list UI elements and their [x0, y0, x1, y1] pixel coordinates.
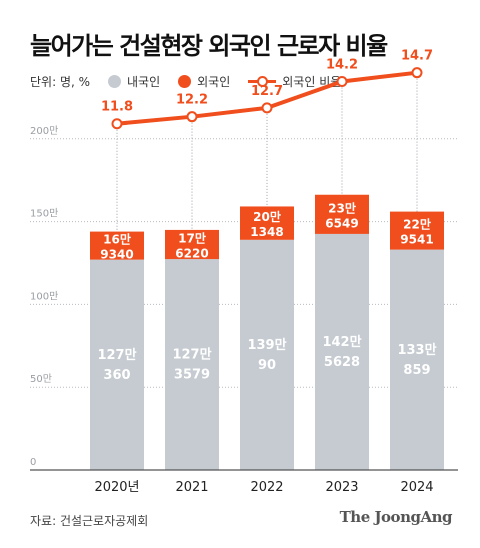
ratio-label: 12.2 [176, 93, 208, 108]
bar-label-domestic: 859 [403, 363, 430, 378]
bar-domestic [315, 233, 369, 470]
x-tick-label: 2024 [400, 480, 433, 495]
ratio-point [186, 111, 198, 123]
bar-label-domestic: 133만 [397, 342, 436, 358]
bar-label-foreign: 6220 [175, 247, 208, 261]
legend-item-foreign: 외국인 [178, 73, 230, 90]
ratio-point [261, 102, 273, 114]
x-tick-label: 2022 [250, 480, 283, 495]
legend-foreign-label: 외국인 [197, 74, 231, 89]
ratio-point [411, 67, 423, 79]
bar-label-domestic: 142만 [322, 334, 361, 350]
bar-label-foreign: 17만 [178, 231, 206, 246]
bar-label-domestic: 5628 [324, 355, 360, 370]
ratio-label: 14.2 [326, 57, 358, 72]
y-tick-label: 200만 [30, 125, 58, 137]
x-tick-label: 2021 [175, 480, 208, 495]
ratio-label: 14.7 [401, 49, 433, 64]
bar-foreign [165, 229, 219, 260]
bar-label-domestic: 139만 [247, 337, 286, 353]
bar-label-domestic: 127만 [97, 347, 136, 363]
bar-foreign [240, 206, 294, 240]
bar-label-foreign: 20만 [253, 209, 281, 224]
bar-label-domestic: 3579 [174, 368, 210, 383]
y-tick-label: 50만 [30, 373, 52, 385]
brand-logo: The JoongAng [339, 508, 453, 526]
ratio-label: 12.7 [251, 84, 283, 99]
x-tick-label: 2020년 [94, 480, 139, 495]
y-tick-label: 0 [30, 457, 36, 468]
ratio-line-swatch [248, 75, 277, 88]
bar-label-foreign: 6549 [325, 216, 358, 230]
chart-title: 늘어가는 건설현장 외국인 근로자 비율 [30, 32, 388, 60]
legend-domestic-label: 내국인 [127, 74, 161, 89]
bar-label-foreign: 1348 [250, 225, 283, 239]
domestic-swatch [108, 74, 122, 88]
y-tick-label: 150만 [30, 208, 58, 220]
bar-label-foreign: 16만 [103, 232, 131, 247]
ratio-point [111, 118, 123, 130]
bar-foreign [315, 194, 369, 234]
bar-foreign [90, 231, 144, 260]
unit-label: 단위: 명, % [30, 74, 91, 89]
ratio-point [336, 75, 348, 87]
bar-domestic [165, 259, 219, 470]
bar-label-foreign: 9340 [100, 248, 133, 262]
bar-foreign [390, 211, 444, 250]
bar-label-foreign: 23만 [328, 200, 356, 215]
bar-label-domestic: 360 [103, 368, 130, 383]
x-tick-label: 2023 [325, 480, 358, 495]
legend-item-domestic: 내국인 [108, 73, 160, 90]
bar-domestic [240, 239, 294, 470]
bar-label-domestic: 90 [258, 358, 276, 373]
bar-label-foreign: 9541 [400, 233, 433, 247]
ratio-label: 11.8 [101, 100, 133, 115]
bar-domestic [390, 249, 444, 470]
source-note: 자료: 건설근로자공제회 [30, 514, 149, 528]
bar-domestic [90, 259, 144, 470]
y-tick-label: 100만 [30, 290, 58, 302]
bar-label-domestic: 127만 [172, 347, 211, 363]
bar-label-foreign: 22만 [403, 217, 431, 232]
foreign-swatch [178, 74, 192, 88]
